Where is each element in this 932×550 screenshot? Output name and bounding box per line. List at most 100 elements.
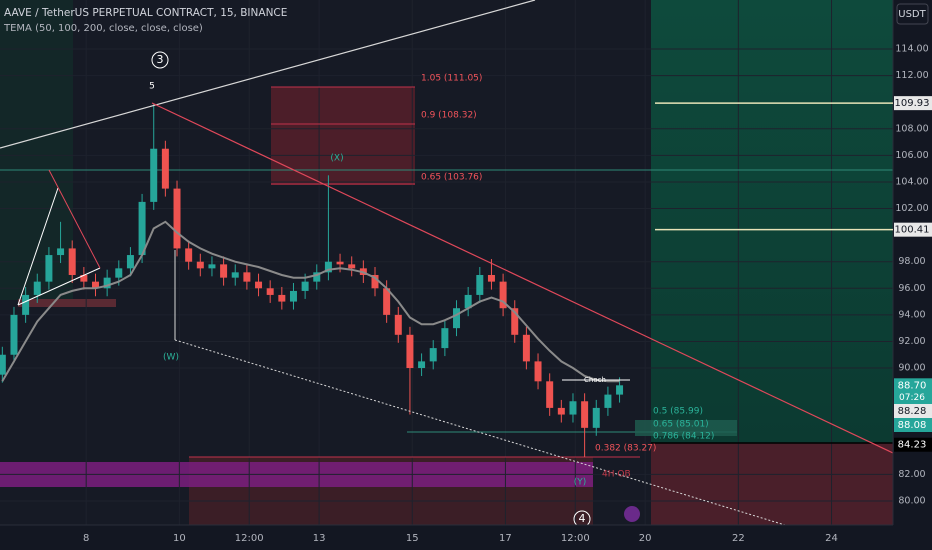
candle-body — [301, 281, 309, 291]
candle-body — [45, 255, 53, 282]
candle-body — [80, 274, 88, 282]
y-tick-label: 112.00 — [895, 70, 928, 81]
trend-line — [151, 102, 894, 454]
candle-body — [150, 148, 158, 202]
y-tick-label: 98.00 — [898, 256, 925, 267]
price-label: 100.41 — [895, 225, 930, 236]
candle-body — [441, 328, 449, 349]
annotation: 0.786 (84.12) — [653, 432, 714, 442]
tema-line — [1, 220, 620, 383]
y-tick-label: 90.00 — [898, 363, 925, 374]
candle-body — [429, 348, 437, 362]
candle-body — [208, 264, 216, 269]
annotation: 3 — [157, 53, 164, 66]
annotation: 4H OB — [602, 470, 631, 480]
candle-body — [138, 201, 146, 256]
price-label: 109.93 — [895, 98, 930, 109]
x-tick-label: 15 — [406, 533, 419, 544]
candle-body — [185, 248, 193, 262]
y-tick-label: 96.00 — [898, 283, 925, 294]
zone — [18, 299, 116, 307]
candle-body — [406, 334, 414, 369]
x-tick-label: 24 — [825, 533, 838, 544]
y-tick-label: 80.00 — [898, 495, 925, 506]
candle-body — [371, 274, 379, 289]
candle-body — [336, 261, 344, 265]
candle-body — [546, 381, 554, 408]
candle-body — [511, 308, 519, 335]
time-axis — [0, 525, 932, 550]
annotation: (Y) — [574, 478, 587, 488]
price-label: 88.70 — [898, 380, 927, 391]
candle-body — [476, 274, 484, 295]
x-tick-label: 12:00 — [561, 533, 590, 544]
candle-body — [10, 314, 18, 355]
trend-line — [48, 169, 101, 269]
candle-body — [616, 385, 624, 395]
price-label-box — [894, 437, 932, 452]
x-tick-label: 17 — [499, 533, 512, 544]
chart-title: AAVE / TetherUS PERPETUAL CONTRACT, 15, … — [4, 7, 287, 19]
candle-body — [592, 407, 600, 428]
price-label-box — [894, 222, 932, 237]
price-label-box — [894, 378, 932, 405]
candle-body — [0, 354, 6, 375]
candle-body — [126, 255, 134, 269]
y-tick-label: 106.00 — [895, 150, 928, 161]
currency-box[interactable] — [896, 3, 929, 25]
annotation: 0.9 (108.32) — [421, 111, 477, 121]
candle-body — [464, 294, 472, 309]
candle-body — [383, 288, 391, 315]
y-tick-label: 94.00 — [898, 309, 925, 320]
candle-body — [22, 294, 30, 315]
currency: USDT — [898, 9, 926, 20]
annotation: (X) — [330, 154, 343, 164]
fib-zone — [635, 420, 737, 436]
candles — [0, 103, 624, 458]
candle-body — [499, 281, 507, 309]
alert-icon[interactable] — [624, 506, 640, 522]
candle-body — [394, 314, 402, 335]
target-zone — [651, 0, 893, 443]
price-label: 88.28 — [898, 406, 927, 417]
candle-body — [243, 272, 251, 282]
candle-body — [231, 272, 239, 278]
price-label-box — [894, 96, 932, 111]
annotation: 0.382 (83.27) — [595, 444, 656, 454]
annotation: 4 — [579, 512, 586, 525]
x-tick-label: 10 — [173, 533, 186, 544]
candle-body — [348, 264, 356, 269]
candle-body — [534, 361, 542, 382]
candle-body — [220, 264, 228, 278]
stop-zone — [651, 443, 893, 525]
trend-line — [0, 0, 536, 149]
fib-zone — [271, 87, 415, 185]
indicator-label: TEMA (50, 100, 200, close, close, close) — [3, 23, 203, 34]
candle-body — [487, 274, 495, 282]
candle-body — [313, 272, 321, 282]
x-tick-label: 22 — [732, 533, 745, 544]
x-tick-label: 13 — [313, 533, 326, 544]
annotation: Choch — [584, 376, 606, 384]
candle-body — [289, 290, 297, 302]
annotation: 0.65 (103.76) — [421, 173, 482, 183]
annotation: 5 — [149, 82, 155, 92]
price-label-box — [894, 404, 932, 418]
price-label-box — [894, 418, 932, 432]
grid — [0, 0, 893, 525]
candle-body — [324, 261, 332, 273]
trend-line — [17, 267, 101, 306]
candle-body — [278, 294, 286, 302]
candle-body — [33, 281, 41, 295]
candle-body — [569, 401, 577, 415]
candle-body — [92, 281, 99, 289]
y-tick-label: 114.00 — [895, 44, 928, 55]
candle-body — [522, 334, 530, 362]
candle-body — [161, 148, 169, 189]
annotation: (W) — [163, 353, 179, 363]
candle-body — [255, 281, 263, 289]
candle-body — [57, 248, 65, 256]
price-axis — [893, 0, 932, 550]
